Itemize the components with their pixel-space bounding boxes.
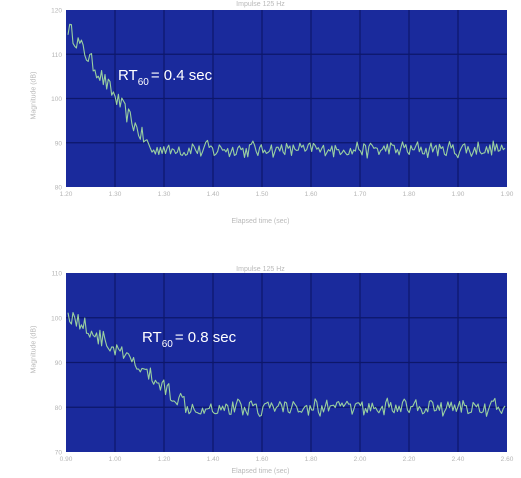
y-tick-label: 80	[55, 405, 63, 412]
x-tick-label: 1.40	[207, 191, 220, 198]
x-axis-label: Elapsed time (sec)	[231, 218, 290, 225]
series-line	[67, 311, 506, 417]
rt60-annotation: RT60 = 0.4 sec	[118, 67, 213, 88]
x-tick-label: 2.40	[452, 456, 465, 463]
chart-panel-bottom: Impulse 125 Hz Magnitude (dB) Elapsed ti…	[0, 262, 521, 478]
x-tick-label: 2.00	[354, 456, 367, 463]
x-tick-label: 1.40	[207, 456, 220, 463]
y-tick-label: 80	[55, 185, 63, 192]
chart-plot: 0.90 1.00 1.20 1.40 1.60 1.80 2.00 2.20 2.40 2.60…	[51, 271, 514, 464]
y-tick-label: 110	[52, 271, 63, 278]
x-tick-label: 1.00	[109, 456, 122, 463]
x-tick-label: 1.60	[305, 191, 318, 198]
x-tick-label: 1.60	[256, 456, 269, 463]
series-line	[67, 23, 506, 159]
y-tick-label: 110	[52, 52, 63, 59]
chart-title: Impulse 125 Hz	[236, 1, 285, 8]
x-tick-label: 1.90	[501, 191, 514, 198]
chart-plot: 1.20 1.30 1.30 1.40 1.50 1.60 1.70 1.80 1.90 1.90…	[51, 8, 514, 199]
x-axis-label: Elapsed time (sec)	[231, 468, 290, 475]
x-tick-label: 1.30	[109, 191, 122, 198]
x-tick-label: 1.70	[354, 191, 367, 198]
x-tick-label: 1.80	[305, 456, 318, 463]
rt60-annotation: RT60 = 0.8 sec	[142, 329, 237, 350]
chart-title: Impulse 125 Hz	[236, 266, 285, 273]
x-tick-label: 2.60	[501, 456, 514, 463]
x-tick-label: 1.50	[256, 191, 269, 198]
x-tick-label: 1.30	[158, 191, 171, 198]
y-tick-label: 100	[51, 96, 62, 103]
y-tick-label: 90	[55, 140, 63, 147]
x-tick-label: 0.90	[60, 456, 73, 463]
chart-panel-top: Impulse 125 Hz Magnitude (dB) Elapsed ti…	[0, 0, 521, 232]
y-tick-label: 120	[51, 8, 62, 15]
y-tick-label: 100	[51, 315, 62, 322]
x-tick-label: 1.80	[403, 191, 416, 198]
x-tick-label: 1.90	[452, 191, 465, 198]
x-tick-label: 1.20	[60, 191, 73, 198]
y-tick-label: 70	[55, 450, 63, 457]
x-tick-label: 1.20	[158, 456, 171, 463]
y-tick-label: 90	[55, 360, 63, 367]
x-tick-label: 2.20	[403, 456, 416, 463]
